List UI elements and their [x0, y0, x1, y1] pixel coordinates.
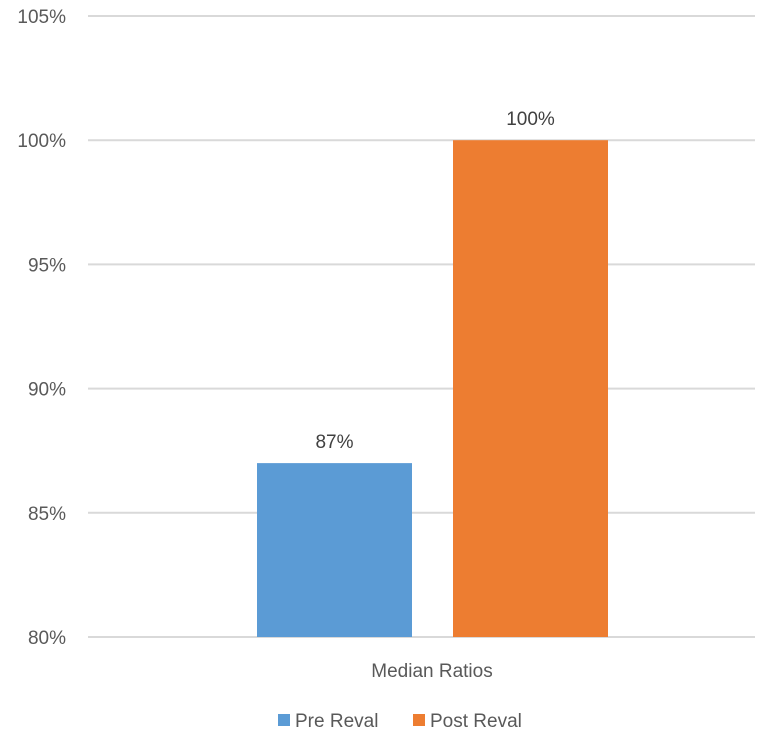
data-label-post-reval: 100%	[506, 109, 555, 130]
y-tick-label: 80%	[28, 628, 66, 649]
y-tick-label: 85%	[28, 504, 66, 525]
bar-post-reval	[453, 140, 608, 637]
bar-pre-reval	[257, 463, 412, 637]
y-axis-ticks: 80% 85% 90% 95% 100% 105%	[17, 7, 66, 649]
y-tick-label: 90%	[28, 380, 66, 401]
category-label: Median Ratios	[371, 661, 492, 682]
y-tick-label: 105%	[17, 7, 66, 28]
gridlines	[88, 15, 755, 638]
legend-label-pre-reval: Pre Reval	[295, 711, 378, 732]
legend-swatch-post-reval	[413, 714, 425, 726]
legend: Pre Reval Post Reval	[278, 711, 522, 732]
data-label-pre-reval: 87%	[315, 432, 353, 453]
legend-label-post-reval: Post Reval	[430, 711, 522, 732]
legend-swatch-pre-reval	[278, 714, 290, 726]
data-labels: 87% 100%	[315, 109, 554, 453]
y-tick-label: 95%	[28, 255, 66, 276]
bars	[257, 140, 608, 637]
y-tick-label: 100%	[17, 131, 66, 152]
